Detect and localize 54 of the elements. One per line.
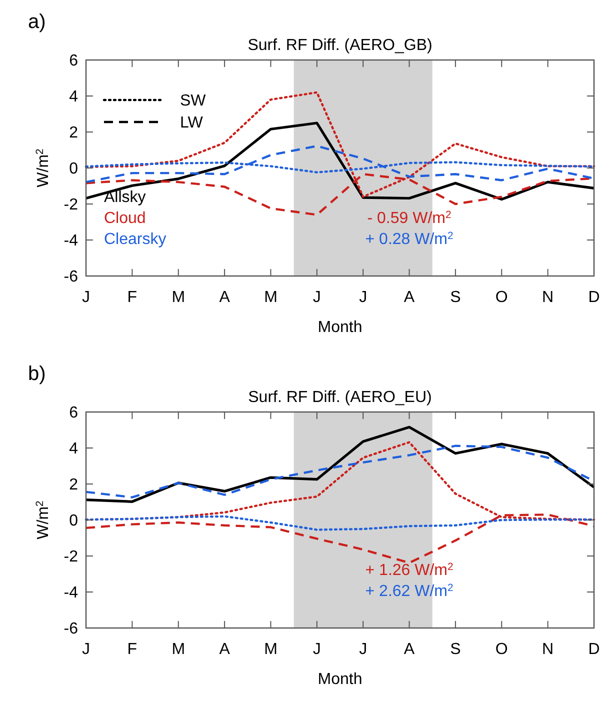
- x-tick-label: J: [82, 289, 90, 306]
- y-tick-label: 2: [69, 124, 78, 142]
- x-tick-label: J: [312, 641, 321, 658]
- x-axis-title: Month: [318, 671, 362, 688]
- x-tick-label: S: [450, 289, 461, 306]
- annotation: + 0.28 W/m$^{2}$: [365, 230, 454, 248]
- x-tick-label: M: [172, 641, 186, 658]
- line-series: [84, 426, 596, 503]
- y-tick-label: -4: [64, 584, 78, 602]
- x-tick-label: O: [495, 289, 508, 306]
- annotation: + 1.26 W/m$^{2}$: [365, 562, 454, 579]
- x-tick-label: N: [542, 641, 554, 658]
- y-tick-label: 2: [69, 476, 78, 494]
- x-tick-label: J: [359, 289, 368, 306]
- chart-title: Surf. RF Diff. (AERO_GB): [248, 37, 432, 54]
- text: b): [28, 363, 46, 385]
- x-tick-label: N: [542, 289, 554, 306]
- annotation: LW: [180, 114, 204, 132]
- y-tick-label: -2: [64, 196, 78, 214]
- series-label: Allsky: [104, 189, 146, 206]
- y-tick-label: -6: [64, 620, 78, 638]
- x-tick-label: M: [264, 641, 278, 658]
- x-tick-label: A: [404, 289, 415, 306]
- x-tick-label: F: [127, 289, 138, 306]
- y-tick-label: -6: [64, 268, 78, 286]
- y-tick-label: 6: [69, 52, 78, 70]
- x-tick-label: A: [219, 289, 230, 306]
- x-tick-label: J: [312, 289, 321, 306]
- text: Cloud: [104, 210, 146, 227]
- y-tick-label: 4: [69, 88, 78, 106]
- y-tick-label: 4: [69, 440, 78, 458]
- y-tick-label: -2: [64, 548, 78, 566]
- x-tick-label: J: [359, 641, 368, 658]
- x-tick-label: A: [404, 641, 415, 658]
- x-tick-label: M: [172, 289, 186, 306]
- annotation: + 2.62 W/m$^{2}$: [365, 582, 454, 600]
- y-tick-label: 0: [69, 160, 78, 178]
- y-tick-label: -4: [64, 232, 78, 250]
- text: Clearsky: [104, 231, 166, 248]
- y-tick-label: 0: [69, 512, 78, 530]
- x-tick-label: F: [127, 641, 138, 658]
- x-tick-label: M: [264, 289, 278, 306]
- y-tick-label: 6: [69, 404, 78, 422]
- x-tick-label: J: [82, 641, 90, 658]
- x-tick-label: D: [588, 289, 600, 306]
- x-tick-label: S: [450, 641, 461, 658]
- annotation: SW: [180, 92, 207, 110]
- x-tick-label: A: [219, 641, 230, 658]
- annotation: - 0.59 W/m$^{2}$: [367, 210, 452, 227]
- x-tick-label: D: [588, 641, 600, 658]
- text: a): [28, 11, 46, 33]
- chart-title: Surf. RF Diff. (AERO_EU): [248, 389, 432, 406]
- x-tick-label: O: [495, 641, 508, 658]
- x-axis-title: Month: [318, 319, 362, 336]
